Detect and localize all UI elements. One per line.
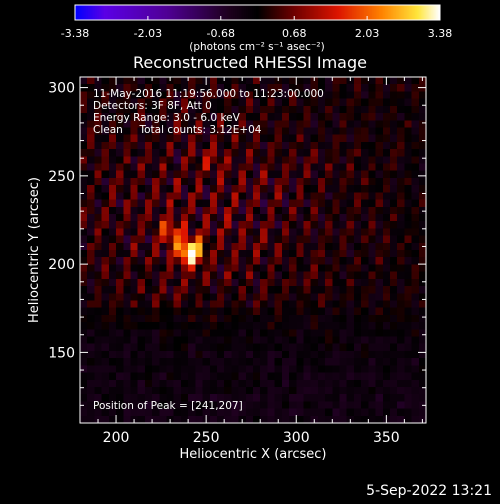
x-axis-label: Heliocentric X (arcsec): [180, 447, 327, 462]
annotation-time-range: 11-May-2016 11:19:56.000 to 11:23:00.000: [93, 88, 324, 100]
annotation-clean-counts: Clean Total counts: 3.12E+04: [93, 124, 262, 136]
colorbar-frame: [74, 4, 441, 21]
annotation-block: 11-May-2016 11:19:56.000 to 11:23:00.000…: [93, 88, 324, 412]
colorbar-gradient: [75, 5, 440, 20]
colorbar-ticks: -3.38 -2.03 -0.68 0.68 2.03 3.38: [61, 16, 452, 40]
y-tick-label: 200: [48, 257, 75, 273]
annotation-peak-position: Position of Peak = [241,207]: [93, 400, 243, 412]
colorbar-tick-label: 0.68: [282, 27, 307, 40]
colorbar: -3.38 -2.03 -0.68 0.68 2.03 3.38 (photons cm⁻…: [61, 4, 452, 53]
colorbar-tick-label: 3.38: [428, 27, 453, 40]
annotation-energy-range: Energy Range: 3.0 - 6.0 keV: [93, 112, 241, 124]
colorbar-tick-label: -2.03: [134, 27, 162, 40]
x-tick-label: 350: [373, 430, 400, 446]
y-tick-label: 250: [48, 169, 75, 185]
colorbar-tick-label: -0.68: [207, 27, 235, 40]
colorbar-units-label: (photons cm⁻² s⁻¹ asec⁻²): [189, 41, 324, 53]
y-tick-label: 300: [48, 81, 75, 97]
plot-frame: [79, 76, 427, 424]
x-tick-label: 300: [283, 430, 310, 446]
colorbar-tick-label: -3.38: [61, 27, 89, 40]
footer-date: 5-Sep-2022 13:21: [366, 483, 492, 499]
y-axis-ticks: 150 200 250 300: [48, 81, 426, 424]
y-axis-label: Heliocentric Y (arcsec): [27, 177, 42, 323]
colorbar-tick-label: 2.03: [355, 27, 380, 40]
chart-title: Reconstructed RHESSI Image: [133, 53, 367, 72]
x-tick-label: 200: [103, 430, 130, 446]
y-tick-label: 150: [48, 345, 75, 361]
plot-area: 200 250 300 350 150 200 250 300: [48, 76, 427, 446]
heatmap-image: [80, 77, 426, 423]
x-axis-ticks: 200 250 300 350: [79, 77, 423, 446]
x-tick-label: 250: [193, 430, 220, 446]
annotation-detectors: Detectors: 3F 8F, Att 0: [93, 100, 212, 112]
